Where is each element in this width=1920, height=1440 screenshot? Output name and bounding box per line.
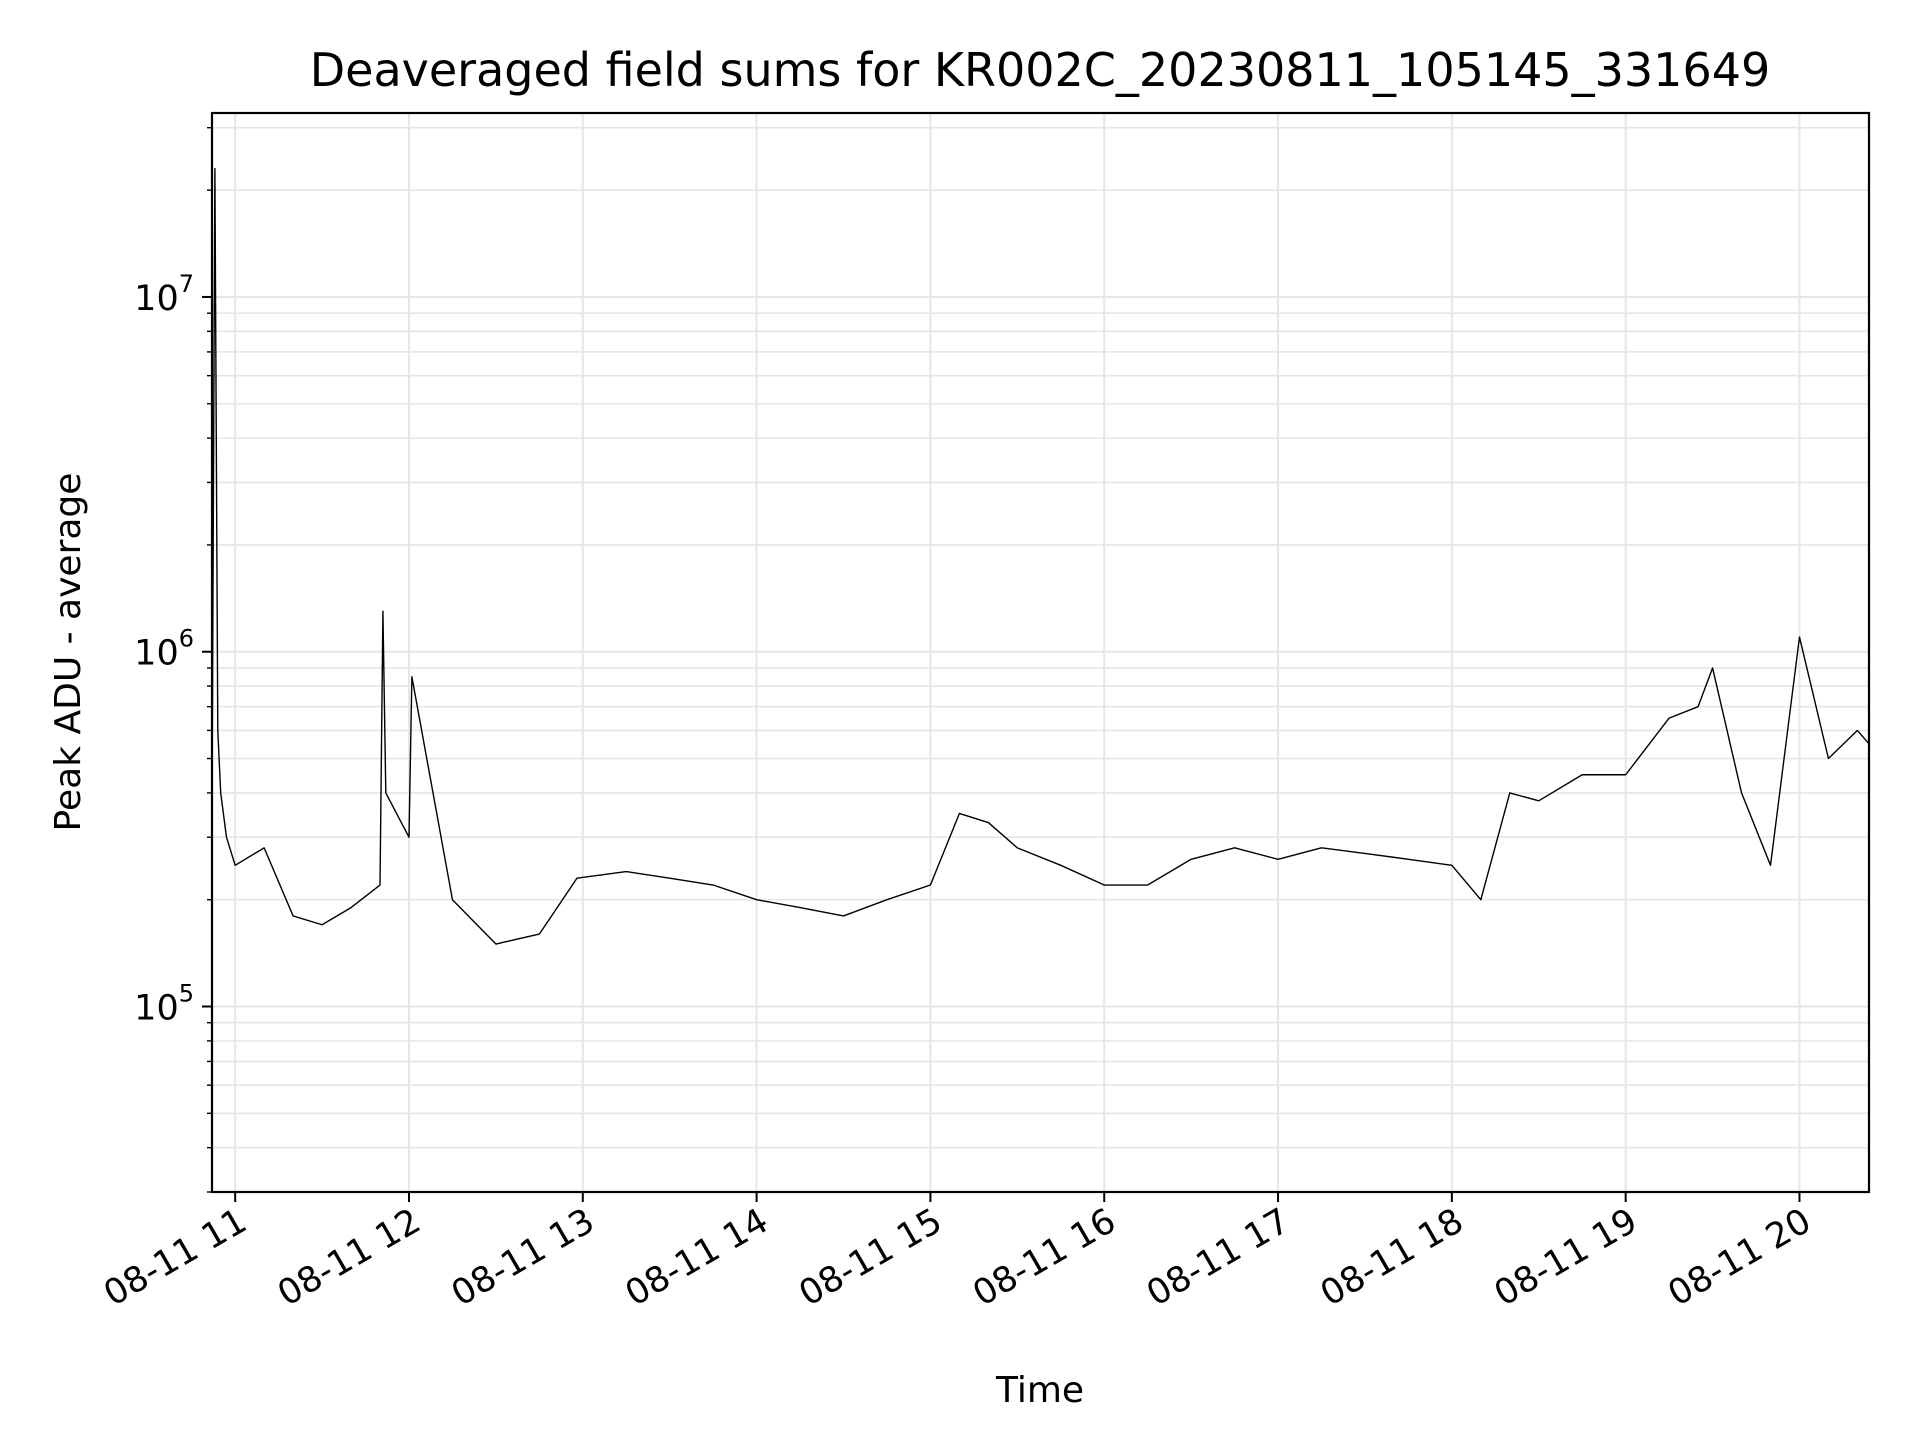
chart-title: Deaveraged field sums for KR002C_2023081… — [310, 43, 1771, 97]
y-tick-label: 107 — [134, 270, 194, 319]
x-tick-label: 08-11 17 — [1140, 1201, 1296, 1314]
x-axis-label: Time — [995, 1370, 1084, 1411]
x-tick-label: 08-11 13 — [445, 1201, 601, 1314]
series-line — [211, 167, 1870, 945]
grid — [212, 113, 1869, 1193]
x-tick-label: 08-11 16 — [966, 1201, 1122, 1314]
x-tick-label: 08-11 20 — [1662, 1201, 1818, 1314]
axis-ticks: 08-11 11 08-11 12 08-11 13 08-11 14 08-11 15… — [97, 126, 1818, 1314]
x-tick-label: 08-11 15 — [793, 1201, 949, 1314]
y-tick-label: 105 — [134, 979, 194, 1028]
x-tick-label: 08-11 18 — [1314, 1201, 1470, 1314]
x-tick-label: 08-11 12 — [271, 1201, 427, 1314]
y-axis-label: Peak ADU - average — [48, 473, 89, 832]
x-tick-label: 08-11 14 — [619, 1201, 775, 1314]
series-layer — [211, 167, 1870, 945]
y-tick-label: 106 — [134, 625, 194, 674]
x-tick-label: 08-11 19 — [1488, 1201, 1644, 1314]
x-tick-label: 08-11 11 — [97, 1201, 253, 1314]
